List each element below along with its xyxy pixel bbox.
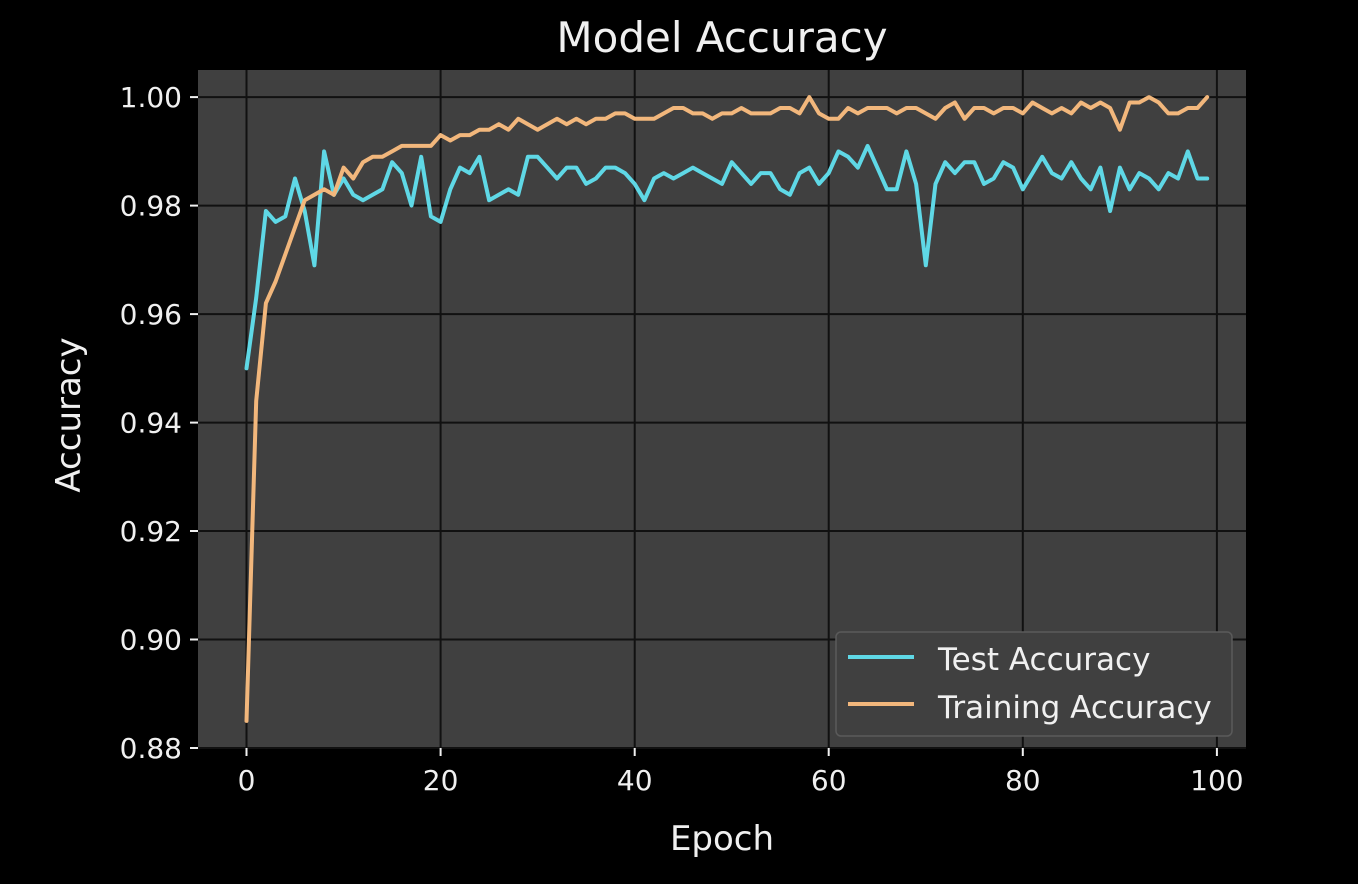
x-tick-label: 80 (1005, 764, 1041, 797)
x-tick-label: 40 (617, 764, 653, 797)
chart-title: Model Accuracy (556, 13, 887, 62)
axis-ticks: 0 20 40 60 80 100 0.88 0.90 0.92 0.94 0.96 0.98 1.00 (120, 81, 1244, 797)
y-tick-label: 0.90 (120, 624, 182, 657)
series-line-test-accuracy (244, 143, 1210, 371)
series-line-training-accuracy (244, 95, 1210, 723)
y-tick-label: 0.94 (120, 407, 182, 440)
legend-box (835, 631, 1233, 737)
x-tick-label: 100 (1190, 764, 1243, 797)
y-axis-label: Accuracy (49, 337, 89, 492)
x-tick-label: 60 (811, 764, 847, 797)
y-tick-label: 0.92 (120, 515, 182, 548)
legend-label-training-accuracy: Training Accuracy (937, 690, 1212, 726)
legend-label-test-accuracy: Test Accuracy (937, 642, 1150, 678)
legend: Test Accuracy Training Accuracy (835, 631, 1233, 737)
x-tick-label: 0 (238, 764, 256, 797)
y-tick-label: 1.00 (120, 81, 182, 114)
x-tick-label: 20 (423, 764, 459, 797)
series-lines (244, 95, 1210, 723)
x-axis-label: Epoch (670, 819, 774, 859)
y-tick-label: 0.96 (120, 298, 182, 331)
y-tick-label: 0.98 (120, 190, 182, 223)
y-tick-label: 0.88 (120, 732, 182, 765)
